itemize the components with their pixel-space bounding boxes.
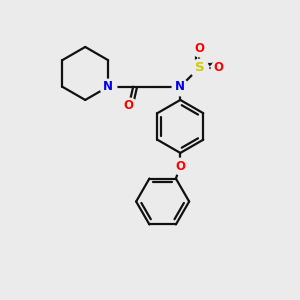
Text: S: S <box>195 61 204 74</box>
Text: N: N <box>103 80 113 93</box>
Text: O: O <box>175 160 185 173</box>
Text: N: N <box>175 80 185 93</box>
Text: O: O <box>214 61 224 74</box>
Text: O: O <box>194 42 204 55</box>
Text: O: O <box>124 99 134 112</box>
